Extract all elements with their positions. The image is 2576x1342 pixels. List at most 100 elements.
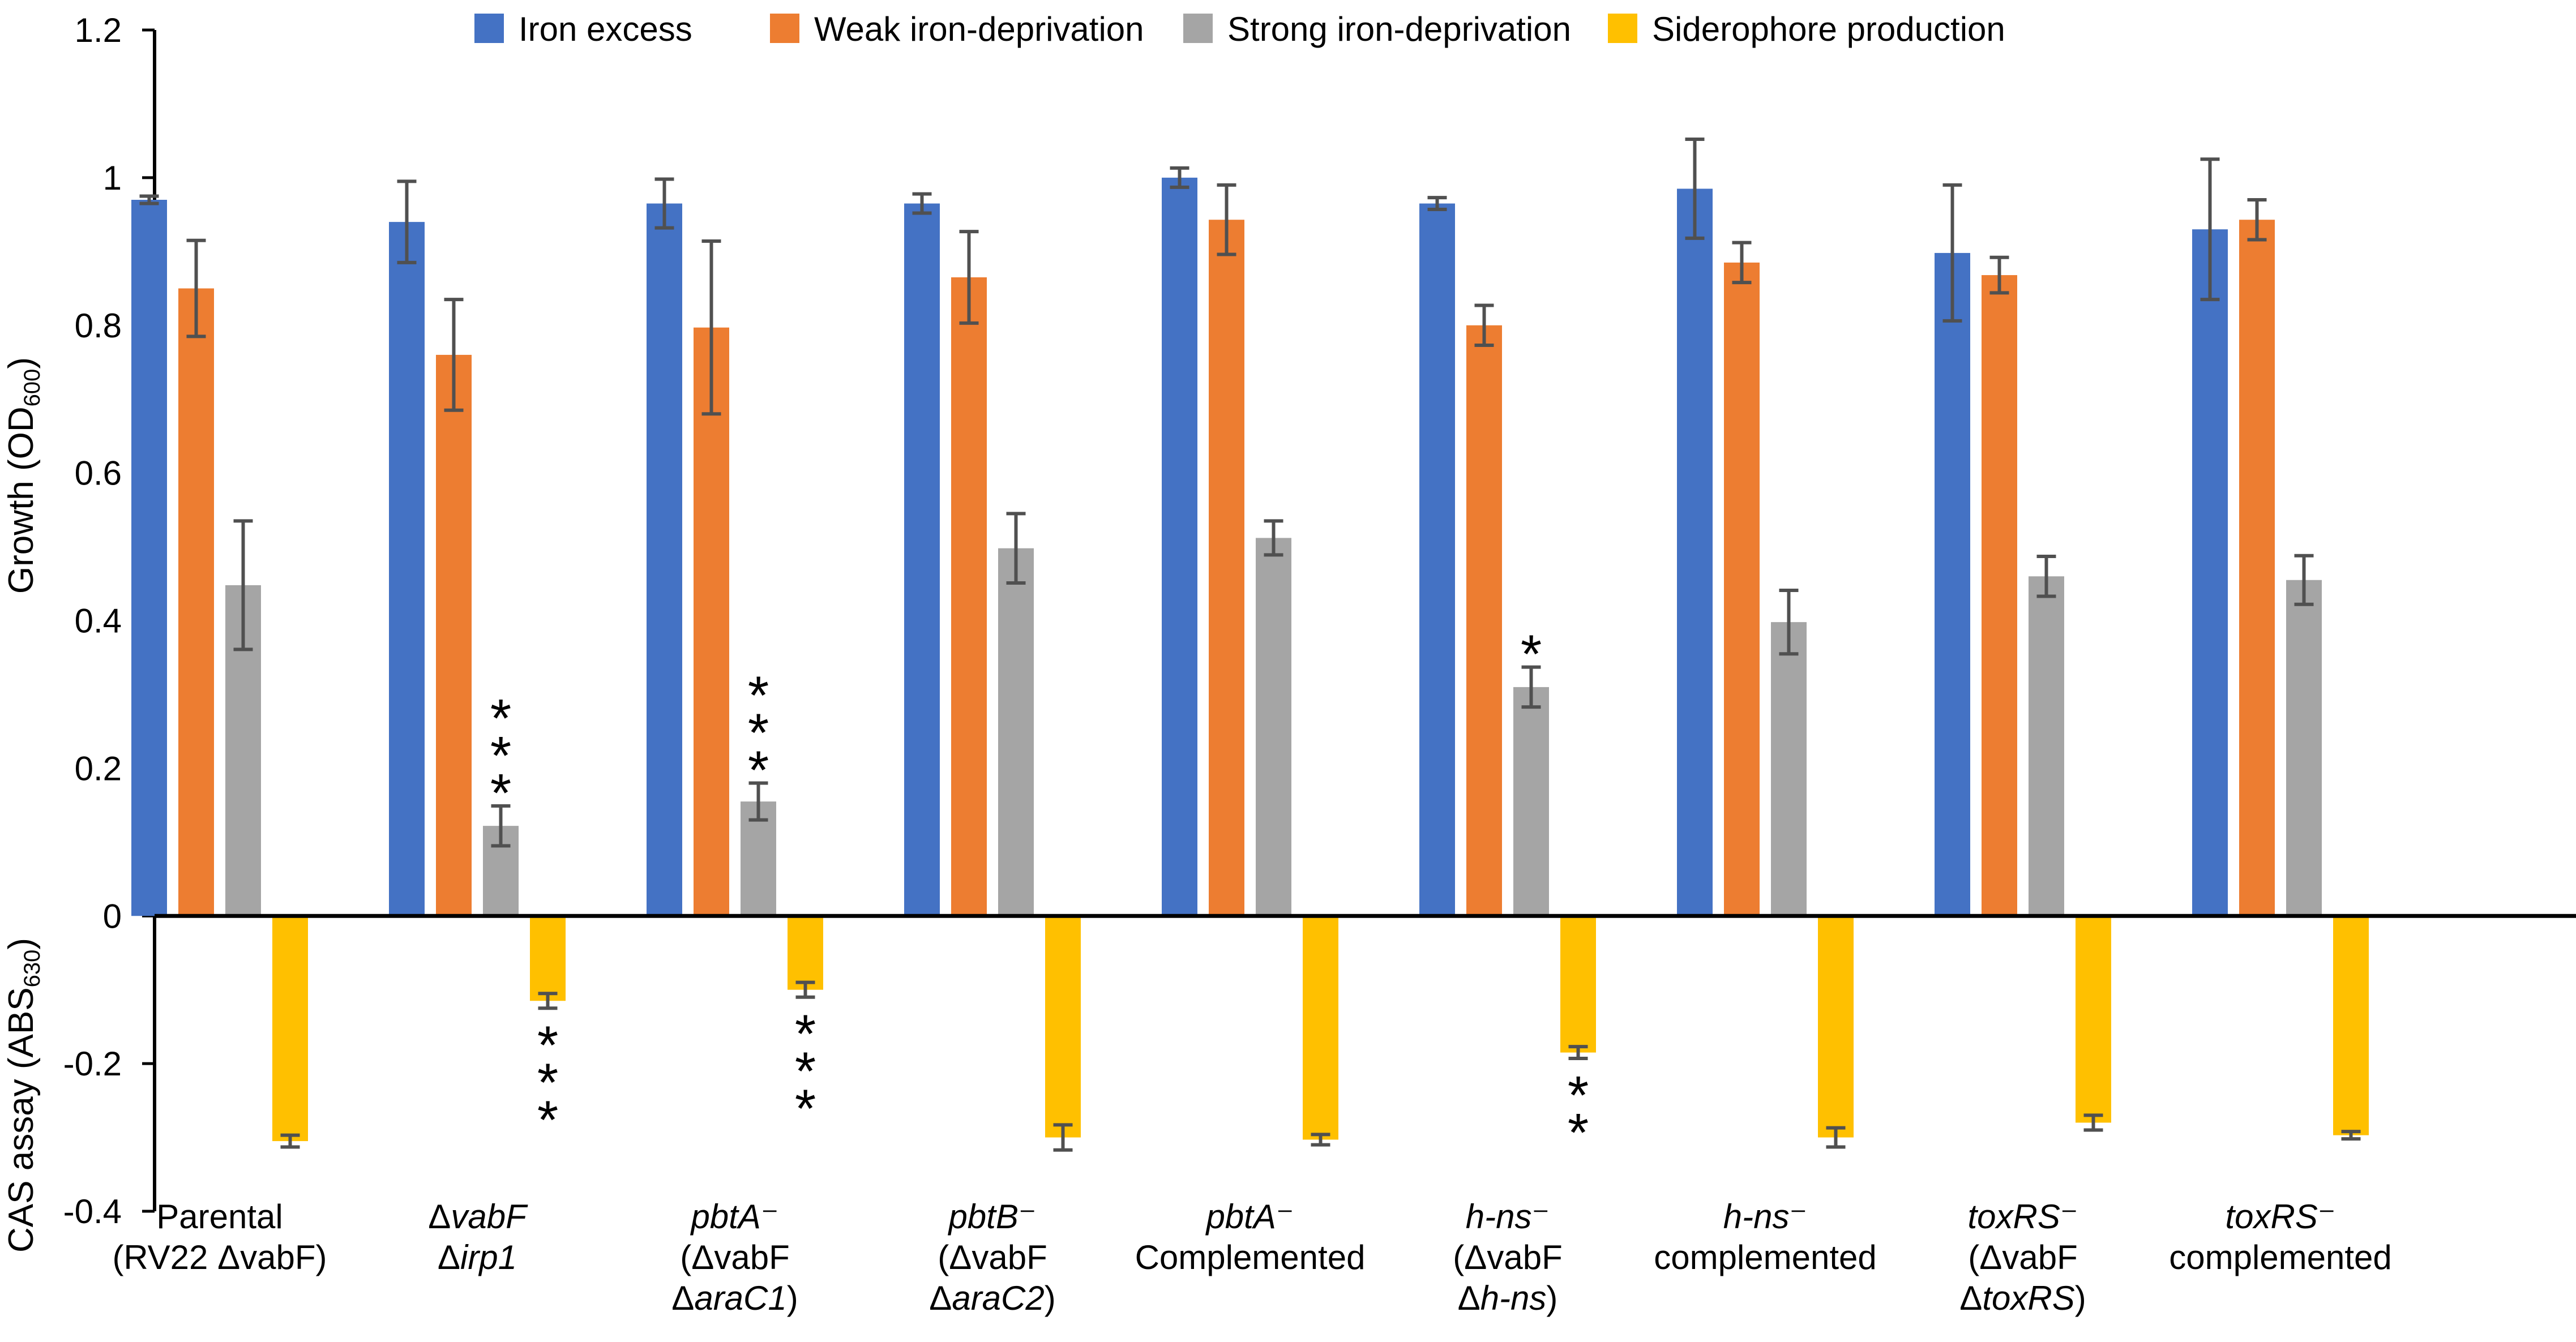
significance-group: ************* ** bbox=[490, 624, 1589, 1163]
error-bar bbox=[701, 239, 721, 416]
error-bar bbox=[1474, 303, 1494, 347]
bar bbox=[131, 200, 167, 916]
significance-star: * bbox=[795, 1004, 816, 1065]
bar bbox=[1162, 177, 1197, 916]
bar bbox=[178, 288, 214, 916]
category-label: h-ns⁻ complemented bbox=[1654, 1198, 1877, 1276]
significance-star: * bbox=[490, 726, 511, 786]
y-tick-label: 1 bbox=[103, 159, 122, 197]
legend-label: Iron excess bbox=[519, 10, 692, 48]
legend-label: Siderophore production bbox=[1652, 10, 2005, 48]
error-bar bbox=[2247, 198, 2267, 242]
legend-item: Strong iron-deprivation bbox=[1183, 10, 1571, 48]
error-bar bbox=[1311, 1133, 1330, 1147]
error-bar bbox=[2294, 554, 2314, 606]
bar-series-group bbox=[131, 177, 2369, 1142]
category-label: pbtA⁻ (ΔvabF ΔaraC1) bbox=[671, 1198, 798, 1317]
y-tick-label: 1.2 bbox=[75, 11, 122, 49]
bar bbox=[1771, 622, 1807, 916]
y-tick-label: 0 bbox=[103, 897, 122, 935]
error-bar bbox=[2341, 1130, 2361, 1141]
significance-star: * bbox=[490, 688, 511, 749]
bar bbox=[272, 916, 308, 1142]
error-bar bbox=[1942, 183, 1962, 323]
bar bbox=[2286, 580, 2322, 916]
category-labels: Parental (RV22 ΔvabF) ΔvabF Δirp1 pbtA⁻ (Δvab… bbox=[112, 1198, 2391, 1317]
error-bar bbox=[1568, 1045, 1588, 1060]
category-label: pbtA⁻ Complemented bbox=[1135, 1198, 1366, 1276]
error-bar bbox=[2036, 555, 2056, 598]
bar bbox=[2333, 916, 2369, 1135]
bar bbox=[2239, 220, 2275, 916]
y-tick-label: 0.4 bbox=[75, 602, 122, 640]
error-bar bbox=[912, 192, 932, 215]
bar bbox=[389, 222, 425, 916]
error-bar-group bbox=[139, 138, 2361, 1152]
error-bar bbox=[1989, 255, 2009, 295]
error-bar bbox=[1170, 166, 1189, 189]
significance-star: * bbox=[795, 1079, 816, 1139]
legend-swatch bbox=[474, 14, 504, 43]
category-label: ΔvabF Δirp1 bbox=[428, 1198, 528, 1276]
bar bbox=[951, 277, 987, 916]
category-label: pbtB⁻ (ΔvabF ΔaraC2) bbox=[929, 1198, 1055, 1317]
legend-swatch bbox=[770, 14, 799, 43]
y-tick-label: 0.2 bbox=[75, 749, 122, 787]
legend-item: Siderophore production bbox=[1608, 10, 2005, 48]
y-tick-label: -0.4 bbox=[63, 1193, 122, 1230]
error-bar bbox=[1006, 512, 1026, 585]
error-bar bbox=[1779, 589, 1799, 656]
error-bar bbox=[1826, 1126, 1846, 1149]
legend-label: Weak iron-deprivation bbox=[814, 10, 1144, 48]
bar bbox=[647, 203, 682, 916]
y-axis-title-cas: CAS assay (ABS630) bbox=[2, 938, 45, 1253]
error-bar bbox=[1217, 183, 1236, 256]
significance-star: * bbox=[1568, 1103, 1589, 1163]
error-bar bbox=[397, 179, 417, 264]
significance-star: * bbox=[748, 702, 769, 763]
bar bbox=[2029, 576, 2064, 916]
significance-star: * bbox=[748, 665, 769, 726]
error-bar bbox=[795, 980, 815, 999]
y-tick-label: 0.8 bbox=[75, 307, 122, 345]
significance-star: * bbox=[537, 1090, 558, 1150]
significance-star: * bbox=[795, 1041, 816, 1102]
y-axis-titles: Growth (OD600) CAS assay (ABS630) bbox=[2, 357, 45, 1253]
bar bbox=[788, 916, 823, 990]
bar bbox=[1045, 916, 1081, 1138]
error-bar bbox=[444, 298, 464, 412]
error-bar bbox=[1521, 665, 1541, 709]
bar bbox=[1935, 252, 1970, 916]
significance-star: * bbox=[748, 740, 769, 800]
error-bar bbox=[186, 238, 206, 338]
legend-item: Weak iron-deprivation bbox=[770, 10, 1144, 48]
bar bbox=[436, 354, 472, 916]
error-bar bbox=[233, 519, 253, 651]
bar bbox=[1209, 220, 1244, 916]
error-bar bbox=[1685, 138, 1705, 240]
bar bbox=[1724, 262, 1760, 916]
error-bar bbox=[1053, 1123, 1073, 1152]
category-label: h-ns⁻ (ΔvabF Δh-ns) bbox=[1453, 1198, 1562, 1317]
bar bbox=[2076, 916, 2111, 1123]
category-label: toxRS⁻ complemented bbox=[2169, 1198, 2392, 1276]
bar bbox=[1419, 203, 1455, 916]
bar bbox=[1818, 916, 1854, 1138]
bar bbox=[1513, 687, 1549, 916]
category-label: toxRS⁻ (ΔvabF ΔtoxRS) bbox=[1959, 1198, 2086, 1317]
error-bar bbox=[2200, 157, 2220, 302]
error-bar bbox=[959, 230, 979, 325]
error-bar bbox=[538, 992, 558, 1010]
bar bbox=[1560, 916, 1596, 1053]
significance-star: * bbox=[1521, 624, 1542, 685]
bar bbox=[1677, 188, 1713, 916]
legend-item: Iron excess bbox=[474, 10, 692, 48]
legend-swatch bbox=[1183, 14, 1213, 43]
bar bbox=[1256, 538, 1291, 916]
bar bbox=[1303, 916, 1338, 1140]
significance-star: * bbox=[537, 1052, 558, 1113]
error-bar bbox=[748, 781, 768, 822]
y-tick-label: -0.2 bbox=[63, 1045, 122, 1083]
error-bar bbox=[2083, 1113, 2103, 1132]
error-bar bbox=[1427, 196, 1447, 211]
